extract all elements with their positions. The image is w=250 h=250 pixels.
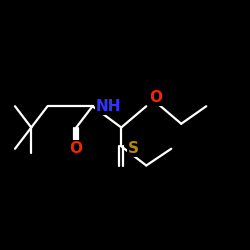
Text: O: O <box>150 90 163 105</box>
Text: NH: NH <box>96 99 122 114</box>
Text: O: O <box>70 141 83 156</box>
Text: S: S <box>128 141 139 156</box>
